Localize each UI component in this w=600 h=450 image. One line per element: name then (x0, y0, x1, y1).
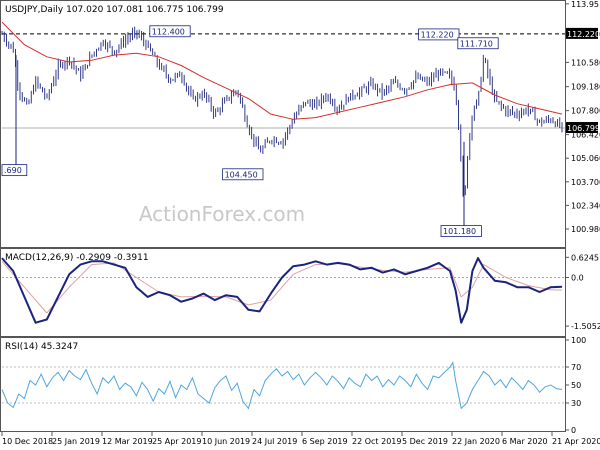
price-annotation-box (1, 164, 28, 177)
price-annotation: 112.400 (152, 27, 185, 36)
price-y-tick-label: 102.340 (571, 201, 600, 210)
last-price-box (566, 122, 598, 134)
price-annotation-box (440, 225, 482, 237)
rsi-line (1, 361, 563, 410)
price-y-tick-label: 106.420 (571, 131, 600, 140)
macd-y-tick-label: -1.5052 (571, 322, 600, 331)
x-axis-tick-label: 25 Jan 2019 (52, 437, 100, 446)
x-axis-tick-label: 10 Dec 2018 (2, 437, 53, 446)
rsi-y-tick-label: 100 (571, 336, 586, 345)
price-y-tick-label: 105.060 (571, 154, 600, 163)
price-header: USDJPY,Daily 107.020 107.081 106.775 106… (5, 5, 224, 15)
rsi-y-tick-label: 70 (571, 363, 581, 372)
price-y-tick-label: 110.580 (571, 58, 600, 67)
price-annotation: 112.220 (421, 30, 454, 39)
macd-signal-line (1, 260, 563, 314)
price-annotation: 101.180 (443, 227, 476, 236)
price-annotation: .690 (4, 166, 22, 175)
rsi-panel: 100 70 50 30 0 (1, 336, 586, 435)
price-annotation-box (222, 168, 264, 181)
macd-y-tick-label: 0.6245 (571, 253, 599, 262)
macd-y-tick-label: 0.0 (571, 273, 584, 282)
x-axis-tick-label: 12 Mar 2019 (102, 437, 153, 446)
price-y-tick-label: 107.800 (571, 107, 600, 116)
x-axis-tick-label: 10 Jun 2019 (202, 437, 250, 446)
price-y-tick-label: 109.180 (571, 83, 600, 92)
x-axis-tick-label: 6 Sep 2019 (302, 437, 348, 446)
price-annotation: 111.710 (460, 39, 493, 48)
last-price-label: 106.799 (567, 124, 600, 133)
x-axis-tick-label: 24 Jul 2019 (252, 437, 297, 446)
price-y-tick-label: 100.980 (571, 225, 600, 234)
moving-average-line (1, 21, 563, 120)
price-y-tick-label: 103.700 (571, 178, 600, 187)
x-axis-tick-label: 22 Jan 2020 (452, 437, 500, 446)
macd-panel-frame (0, 248, 566, 337)
rsi-y-tick-label: 30 (571, 399, 581, 408)
watermark: ActionForex.com (139, 202, 305, 226)
x-axis-tick-label: 6 Mar 2020 (502, 437, 548, 446)
macd-header: MACD(12,26,9) -0.2909 -0.3911 (5, 253, 149, 263)
x-axis-tick-label: 22 Oct 2019 (352, 437, 401, 446)
rsi-y-tick-label: 0 (571, 426, 576, 435)
resistance-label-box (566, 27, 598, 39)
price-annotation-box (149, 25, 191, 38)
price-panel: 113.95 112.220 110.580 109.180 107.800 106.42… (1, 0, 600, 237)
resistance-label: 112.220 (567, 30, 600, 39)
rsi-y-tick-label: 50 (571, 381, 581, 390)
macd-panel: 0.6245 0.0 -1.5052 (1, 253, 600, 331)
x-axis-tick-label: 5 Dec 2019 (402, 437, 448, 446)
price-panel-frame (0, 0, 566, 248)
price-annotation: 104.450 (225, 170, 258, 179)
macd-line (1, 257, 563, 324)
x-axis-tick-label: 25 Apr 2019 (152, 437, 201, 446)
rsi-header: RSI(14) 45.3247 (5, 342, 78, 352)
price-annotation-box (457, 37, 499, 50)
price-y-tick-label: 113.95 (571, 0, 599, 9)
price-annotation-box (418, 28, 460, 41)
x-axis-tick-label: 21 Apr 2020 (552, 437, 600, 446)
